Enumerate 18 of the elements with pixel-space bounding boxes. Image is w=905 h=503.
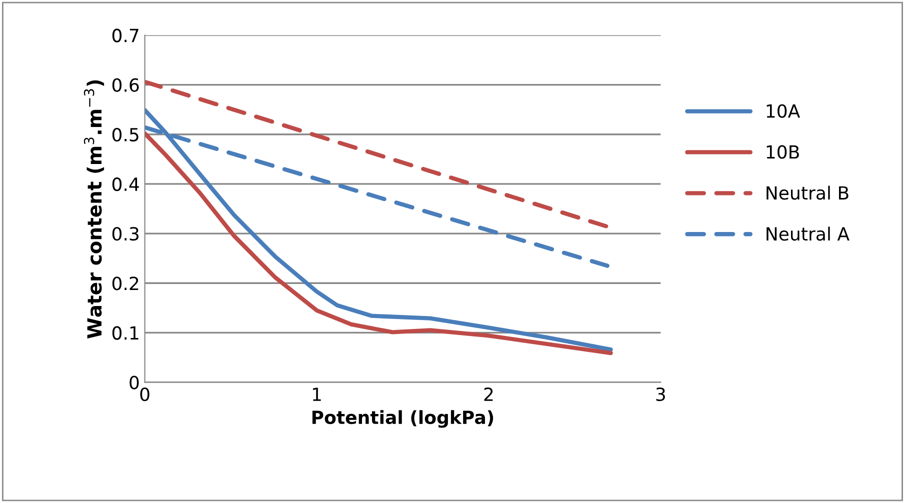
y-axis-title: Water content (m$^{3}$.m$^{−3}$) bbox=[84, 80, 104, 338]
legend-label: 10B bbox=[766, 145, 799, 159]
y-tick-label: 0 bbox=[130, 376, 139, 390]
legend-label: Neutral B bbox=[766, 186, 848, 200]
x-tick-label: 2 bbox=[484, 387, 493, 401]
y-tick-label: 0.1 bbox=[112, 326, 138, 340]
y-tick-label: 0.2 bbox=[112, 276, 138, 290]
x-tick-label: 3 bbox=[656, 387, 665, 402]
y-tick-label: 0.7 bbox=[112, 28, 138, 42]
y-tick-label: 0.4 bbox=[112, 177, 139, 192]
y-tick-label: 0.3 bbox=[112, 226, 138, 241]
y-tick-label: 0.5 bbox=[112, 128, 138, 142]
x-axis-title: Potential (logkPa) bbox=[312, 410, 494, 428]
legend-label: 10A bbox=[766, 104, 800, 118]
legend-label: Neutral A bbox=[766, 226, 850, 241]
y-tick-label: 0.6 bbox=[112, 78, 139, 92]
x-tick-label: 1 bbox=[312, 388, 321, 401]
x-tick-label: 0 bbox=[140, 387, 150, 402]
